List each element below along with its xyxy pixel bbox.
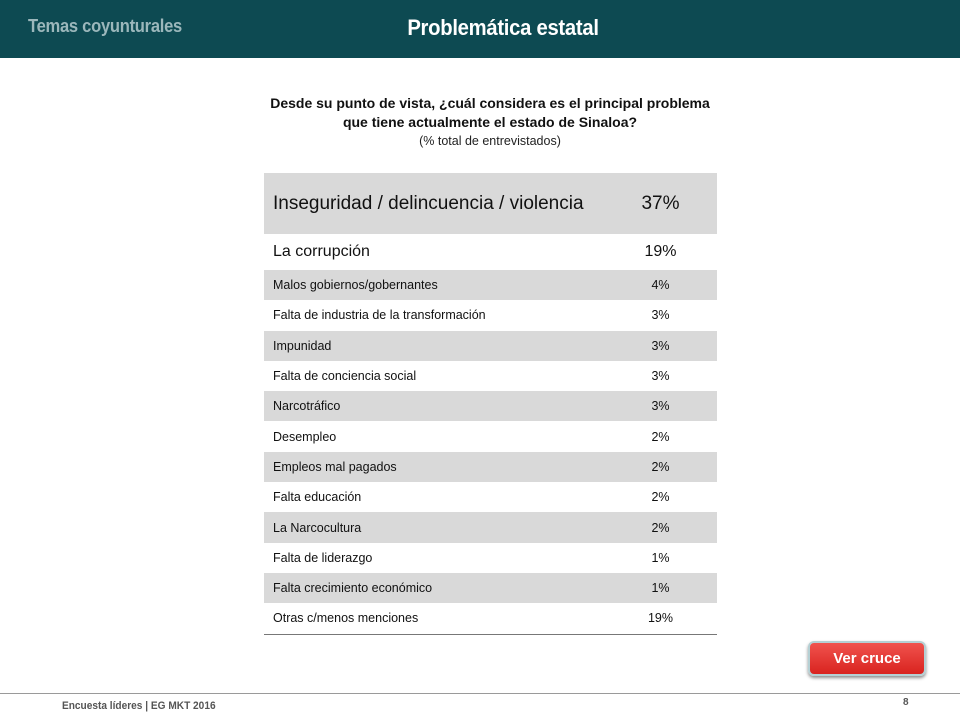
row-value: 19% [647, 611, 674, 626]
table-row: Falta de liderazgo 1% [264, 543, 717, 573]
row-value: 1% [651, 581, 670, 596]
row-value: 2% [651, 490, 670, 505]
row-label: Malos gobiernos/gobernantes [273, 278, 438, 293]
question-line-2: que tiene actualmente el estado de Sinal… [342, 114, 638, 130]
row-label: Otras c/menos menciones [273, 611, 419, 626]
row-value: 2% [651, 429, 670, 444]
row-label: Inseguridad / delincuencia / violencia [273, 192, 584, 214]
table-row: Desempleo 2% [264, 421, 717, 451]
row-label: Empleos mal pagados [273, 459, 397, 474]
header-bar: Temas coyunturales Problemática estatal [0, 0, 960, 58]
row-label: Falta de conciencia social [273, 369, 417, 384]
section-title: Temas coyunturales [28, 16, 182, 36]
page-title: Problemática estatal [407, 15, 599, 40]
row-label: Falta crecimiento económico [273, 581, 433, 596]
table-row: Falta crecimiento económico 1% [264, 572, 717, 604]
row-label: La corrupción [273, 243, 370, 260]
row-value: 1% [651, 550, 670, 565]
row-value: 37% [641, 192, 680, 214]
row-label: Desempleo [273, 429, 337, 444]
row-value: 2% [651, 459, 670, 474]
table-row: Falta de industria de la transformación … [264, 300, 717, 330]
table-row: Empleos mal pagados 2% [264, 451, 717, 483]
question-line-1: Desde su punto de vista, ¿cuál considera… [270, 95, 710, 111]
row-value: 3% [651, 338, 670, 353]
table-row: Impunidad 3% [264, 330, 717, 361]
table-row: La corrupción 19% [264, 234, 717, 270]
row-label: Falta de liderazgo [273, 550, 373, 565]
table-row: Narcotráfico 3% [264, 391, 717, 422]
table-row: Inseguridad / delincuencia / violencia 3… [264, 173, 717, 234]
row-value: 3% [651, 399, 670, 414]
row-label: La Narcocultura [273, 520, 362, 535]
footer-source: Encuesta líderes | EG MKT 2016 [62, 700, 216, 712]
row-value: 19% [644, 243, 677, 260]
row-value: 2% [651, 520, 670, 535]
results-table: Inseguridad / delincuencia / violencia 3… [264, 173, 717, 635]
table-row: Otras c/menos menciones 19% [264, 603, 717, 633]
table-row: Malos gobiernos/gobernantes 4% [264, 270, 717, 301]
row-label: Narcotráfico [273, 399, 341, 414]
table-row: La Narcocultura 2% [264, 512, 717, 543]
row-label: Falta de industria de la transformación [273, 308, 486, 323]
question-subtitle: (% total de entrevistados) [419, 134, 561, 148]
table-row: Falta educación 2% [264, 482, 717, 512]
table-row: Falta de conciencia social 3% [264, 361, 717, 391]
row-value: 4% [651, 278, 670, 293]
row-label: Impunidad [273, 338, 332, 353]
ver-cruce-button[interactable]: Ver cruce [808, 641, 926, 676]
table-bottom-rule [264, 633, 717, 635]
row-value: 3% [651, 308, 670, 323]
row-value: 3% [651, 369, 670, 384]
page-number: 8 [903, 697, 909, 708]
row-label: Falta educación [273, 490, 362, 505]
footer-divider [0, 693, 960, 694]
survey-question: Desde su punto de vista, ¿cuál considera… [230, 94, 750, 150]
